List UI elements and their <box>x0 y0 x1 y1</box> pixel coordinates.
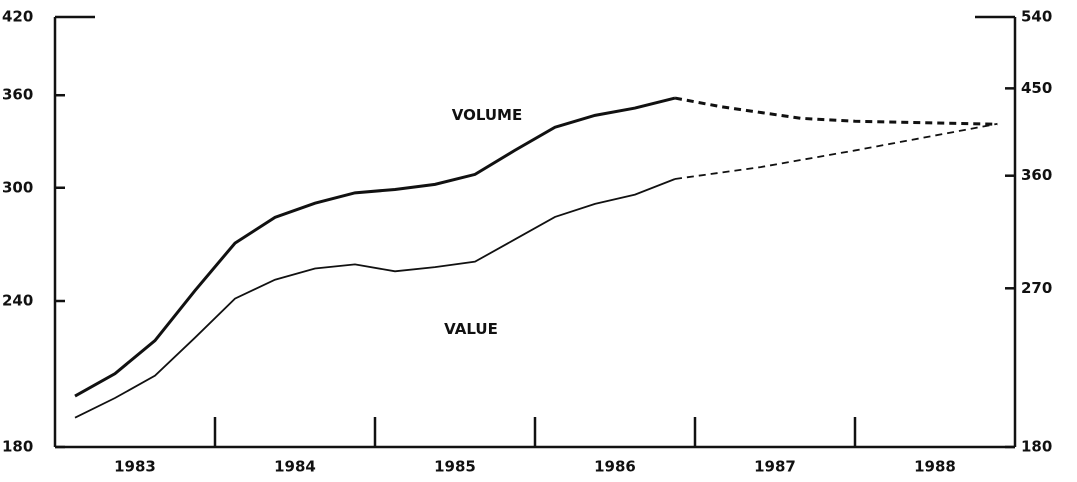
line-projection <box>674 96 998 126</box>
y2-tick-label: 270 <box>1021 279 1052 297</box>
y2-tick-label: 180 <box>1021 438 1052 456</box>
line <box>74 178 676 419</box>
y-tick-label: 420 <box>2 8 33 26</box>
y-tick-label: 180 <box>2 438 33 456</box>
x-category-label: 1984 <box>274 458 316 476</box>
y2-tick-label: 450 <box>1021 79 1052 97</box>
x-category-label: 1987 <box>754 458 796 476</box>
y2-tick-label: 540 <box>1021 8 1052 26</box>
y-tick-label: 300 <box>2 178 33 196</box>
x-category-label: 1988 <box>914 458 956 476</box>
x-category-label: 1986 <box>594 458 636 476</box>
x-category-label: 1985 <box>434 458 476 476</box>
line-projection <box>674 122 998 180</box>
y-tick-label: 360 <box>2 86 33 104</box>
line <box>74 96 676 398</box>
y-tick-label: 240 <box>2 292 33 310</box>
y2-tick-label: 360 <box>1021 166 1052 184</box>
annotation: VALUE <box>444 320 498 338</box>
annotation: VOLUME <box>452 106 522 124</box>
x-category-label: 1983 <box>114 458 156 476</box>
